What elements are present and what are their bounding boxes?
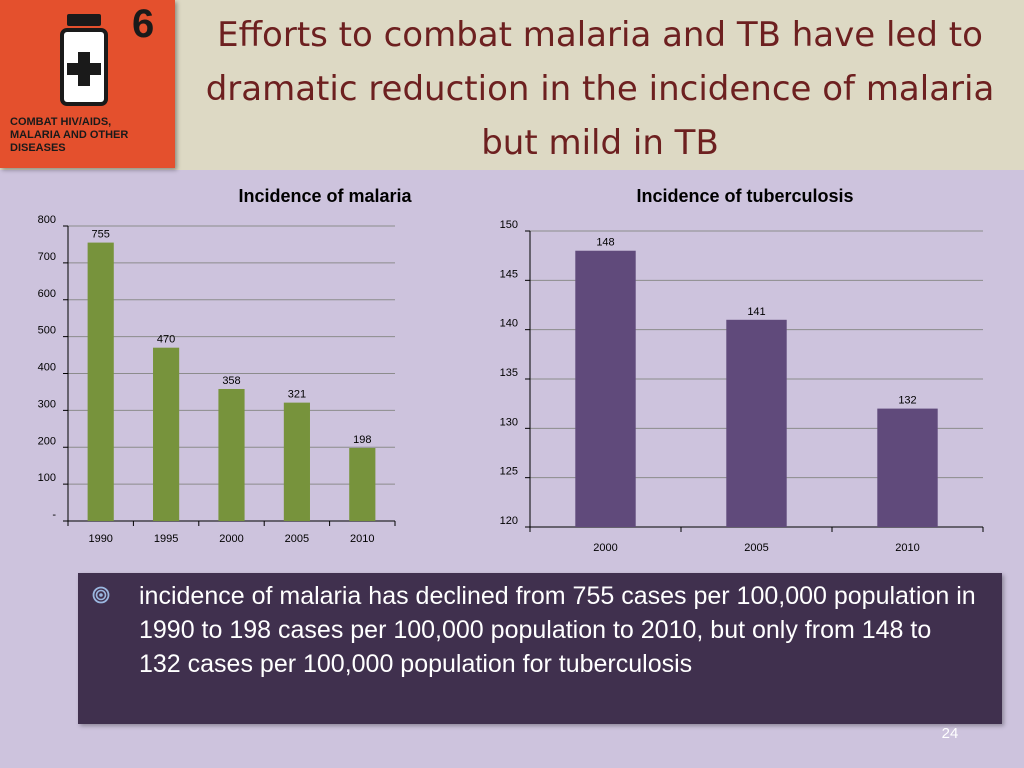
malaria-x-tick-label: 2010 — [350, 533, 374, 545]
malaria-bar — [87, 242, 114, 521]
tb-y-tick-label: 125 — [500, 466, 518, 478]
malaria-bar — [349, 447, 376, 521]
malaria-x-tick-label: 2000 — [219, 533, 243, 545]
malaria-y-tick-label: 600 — [38, 288, 56, 300]
tb-y-tick-label: 130 — [500, 416, 518, 428]
tb-x-tick-label: 2005 — [744, 542, 768, 554]
malaria-y-tick-label: 500 — [38, 325, 56, 337]
malaria-bar — [218, 388, 245, 521]
malaria-y-tick-label: 400 — [38, 362, 56, 374]
tb-bar — [726, 319, 787, 527]
tb-bar — [877, 408, 938, 527]
target-bullet-icon — [92, 586, 110, 604]
malaria-data-label: 755 — [92, 229, 110, 241]
malaria-y-tick-label: 800 — [38, 214, 56, 226]
tb-x-tick-label: 2000 — [593, 542, 617, 554]
tb-chart-title: Incidence of tuberculosis — [636, 186, 854, 206]
tb-y-tick-label: 145 — [500, 268, 518, 280]
tb-data-label: 132 — [898, 395, 916, 407]
tb-x-tick-label: 2010 — [895, 542, 919, 554]
malaria-x-tick-label: 1995 — [154, 533, 178, 545]
mdg-goal-logo: 6 COMBAT HIV/AIDS, MALARIA AND OTHER DIS… — [0, 0, 175, 168]
malaria-y-tick-label: 300 — [38, 398, 56, 410]
note-text: incidence of malaria has declined from 7… — [139, 582, 976, 678]
tb-data-label: 148 — [596, 237, 614, 249]
goal-number: 6 — [132, 2, 155, 46]
malaria-data-label: 470 — [157, 334, 175, 346]
tb-y-tick-label: 135 — [500, 367, 518, 379]
malaria-y-tick-label: - — [52, 509, 56, 521]
malaria-x-tick-label: 2005 — [285, 533, 309, 545]
malaria-data-label: 358 — [222, 375, 240, 387]
malaria-chart-title: Incidence of malaria — [238, 186, 412, 206]
malaria-y-tick-label: 100 — [38, 472, 56, 484]
tb-y-tick-label: 140 — [500, 318, 518, 330]
malaria-x-tick-label: 1990 — [88, 533, 112, 545]
malaria-y-tick-label: 700 — [38, 251, 56, 263]
malaria-y-tick-label: 200 — [38, 435, 56, 447]
malaria-data-label: 198 — [353, 434, 371, 446]
tb-y-tick-label: 150 — [500, 219, 518, 231]
goal-caption: COMBAT HIV/AIDS, MALARIA AND OTHER DISEA… — [10, 116, 129, 154]
medicine-bottle-icon — [60, 14, 108, 106]
tb-bar — [575, 250, 636, 527]
page-number: 24 — [941, 725, 959, 742]
malaria-bar — [283, 402, 310, 521]
malaria-data-label: 321 — [288, 389, 306, 401]
tb-y-tick-label: 120 — [500, 515, 518, 527]
slide-title: Efforts to combat malaria and TB have le… — [205, 15, 995, 163]
malaria-bar — [153, 347, 180, 521]
note-box — [78, 573, 1002, 724]
tb-data-label: 141 — [747, 306, 765, 318]
